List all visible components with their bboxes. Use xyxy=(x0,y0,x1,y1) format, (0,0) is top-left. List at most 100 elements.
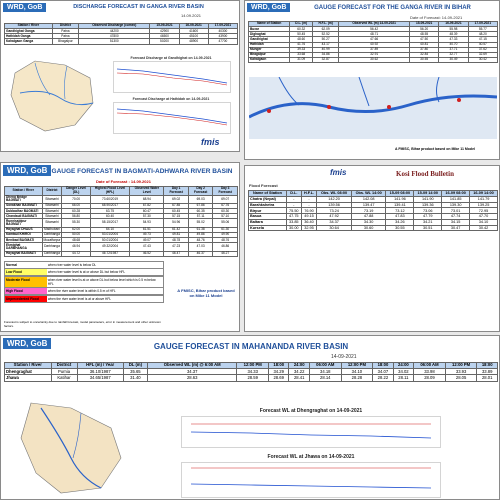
table-cell: Katihar xyxy=(50,374,78,382)
table-cell: Bhagalpur xyxy=(51,38,80,45)
table-cell: 57.15 xyxy=(163,213,189,220)
table-cell: 28.11 xyxy=(392,374,415,382)
table-cell: 46.37 xyxy=(187,250,214,257)
table: Station / River District Observed Discharg… xyxy=(4,22,239,45)
header-cell: Observed Water Level xyxy=(129,186,165,196)
ganga-gauge-panel: WRD, GoB GAUGE FORECAST FOR THE GANGA RI… xyxy=(244,0,500,160)
table-row: Ekmighat DARBHANGA Darbhanga 46.94 49.32/20… xyxy=(4,242,238,252)
legend-text: when the river water level is within 0.5… xyxy=(48,289,116,293)
table-cell: 49.32/2004 xyxy=(89,242,131,252)
table-cell: Jhawa xyxy=(4,374,52,382)
header-row: Station / River District HFL (m) / Year DL … xyxy=(4,361,498,370)
chart-title: Forecast WL at Jhawa on 14-09-2021 xyxy=(267,454,355,460)
table-cell: Sitamarhi xyxy=(41,194,63,204)
table-cell: 30.51 xyxy=(413,224,443,232)
table-cell: 30.55 xyxy=(385,224,415,232)
chart-image xyxy=(113,61,231,93)
table-cell: 30.55 xyxy=(408,56,440,64)
table-cell: 32.87 xyxy=(311,56,340,64)
table-cell: 28.63 xyxy=(146,374,238,382)
legend-label: Unprecedented Flood xyxy=(5,295,47,302)
chart-image xyxy=(181,462,441,498)
legend-label: Normal xyxy=(5,261,47,268)
title: Kosi Flood Bulletin xyxy=(396,170,454,178)
basin-map xyxy=(20,402,122,494)
table-cell: 46.47 xyxy=(163,250,189,257)
date: Date of Forecast : 14.09.2021 xyxy=(96,179,151,184)
table-cell: Darbhanga xyxy=(41,250,63,257)
table-cell: 57.30 xyxy=(129,213,165,220)
table-cell: 28.22 xyxy=(372,374,394,382)
table-cell: 28.09 xyxy=(413,374,446,382)
table-row: Dheng Bridge BAGMATI Sitamarhi 70.00 73.60/… xyxy=(4,194,238,204)
table-cell: 55.06 xyxy=(212,218,238,228)
table-cell: 30.62 xyxy=(338,56,410,64)
table-cell: Runnisaidpur BAGMATI xyxy=(4,218,43,228)
table-cell: 30.60 xyxy=(350,224,387,232)
table-cell: 28.01 xyxy=(476,374,498,382)
chart-title: Forecast WL at Dhengraghat on 14-09-2021 xyxy=(259,408,363,414)
table-cell: 30.47 xyxy=(441,224,471,232)
legend-text: when river water level is at or above DL… xyxy=(48,270,126,274)
table-cell: 49.07 xyxy=(129,237,165,244)
table-cell: 48.76 xyxy=(212,237,238,244)
table-row: Dhengraghat Purnia 36.10/1987 35.65 34.37 34.… xyxy=(4,368,498,376)
table-row: Kahalgaon 31.09 32.87 30.62 30.55 30.49 30.42 xyxy=(247,56,499,64)
table-cell: 46.27 xyxy=(212,250,238,257)
table-row: Benibad BAGMATI Muzaffarpur 48.68 50.01/200… xyxy=(4,237,238,244)
subtitle: Flood Forecast xyxy=(249,183,278,188)
table-cell: Sitamarhi xyxy=(41,218,63,228)
basin-map xyxy=(10,60,94,132)
table-cell: 68.94 xyxy=(129,194,165,204)
table-cell: 31.40 xyxy=(122,374,148,382)
org: WRD, GoB xyxy=(247,3,291,12)
table-cell: 44.72 xyxy=(61,250,91,257)
legend-text: when river water level is below DL xyxy=(48,262,97,267)
chart-title: Forecast Discharge at Hathidah on 14-09-… xyxy=(132,97,210,101)
table-cell: 54.93 xyxy=(129,218,165,228)
table-row: Kahalgaon Ganga Bhagalpur 51300 50200 48900 4… xyxy=(4,38,239,45)
note: Forecast is subject to uncertainty due t… xyxy=(4,320,161,328)
header-cell: Danger Level (DL) xyxy=(61,186,91,196)
table-cell: 55.02 xyxy=(187,218,214,228)
legend: Normal when river water level is below DL… xyxy=(4,260,164,303)
table-cell: 47.23 xyxy=(163,242,189,252)
org: WRD, GoB xyxy=(3,338,52,349)
table-cell: 47.43 xyxy=(129,242,165,252)
legend-label: High Flood xyxy=(5,288,47,294)
table-cell: 47.03 xyxy=(187,242,214,252)
org: WRD, GoB xyxy=(3,3,47,12)
table-cell: 32.95 xyxy=(300,224,318,232)
legend-label: Low Flood xyxy=(5,269,47,275)
table-cell: 34.65/1987 xyxy=(76,374,124,382)
table-cell: 70.00 xyxy=(61,194,91,204)
table-cell: 46.86 xyxy=(212,242,238,252)
table-cell: 28.41 xyxy=(288,374,310,382)
table: Name of Station D.L. (m) H.F.L. (m) Observe… xyxy=(247,20,499,64)
table-cell: 30.42 xyxy=(467,56,499,64)
table-row: Chandauli BAGMATI Sitamarhi 56.80 60.40 57.3… xyxy=(4,213,238,220)
header-cell: District xyxy=(41,186,63,196)
legend-text: when the river water level is at or abov… xyxy=(48,296,112,301)
header-cell: Station / River xyxy=(4,186,43,196)
date: Date of Forecast: 14-09-2021 xyxy=(410,15,463,20)
river-map xyxy=(249,77,497,139)
header-row: Name of Station D.L. (m) H.F.L. (m) Observe… xyxy=(247,20,499,28)
table-cell: 30.49 xyxy=(438,56,469,64)
chart-title: Forecast Discharge at Gandhighat on 14-0… xyxy=(130,56,212,60)
table-row: Jhawa Katihar 34.65/1987 31.40 28.63 28.59 28.… xyxy=(4,374,498,382)
legend-label: Moderate Flood xyxy=(5,276,47,287)
legend-item: Unprecedented Flood when the river water … xyxy=(4,294,164,303)
chart-image xyxy=(113,102,231,134)
table-cell: 46.94 xyxy=(61,242,91,252)
table-cell: 54.96 xyxy=(163,218,189,228)
table-cell: 48.78 xyxy=(163,237,189,244)
header-cell: Highest Flood Level (HFL) xyxy=(89,186,131,196)
discharge-panel: WRD, GoB DISCHARGE FORECAST IN GANGA RIV… xyxy=(0,0,240,152)
footer: A FMISC, Bihar product based on Mike 11 … xyxy=(395,147,475,151)
table-row: Basua 47.75 49.15 47.92 47.88 47.83 47.79 47.74… xyxy=(248,213,498,220)
title: GAUGE FORECAST IN MAHANANDA RIVER BASIN xyxy=(153,342,349,351)
table-cell: 69.03 xyxy=(187,194,214,204)
table-cell: Hayaghat BAGMATI xyxy=(4,250,43,257)
